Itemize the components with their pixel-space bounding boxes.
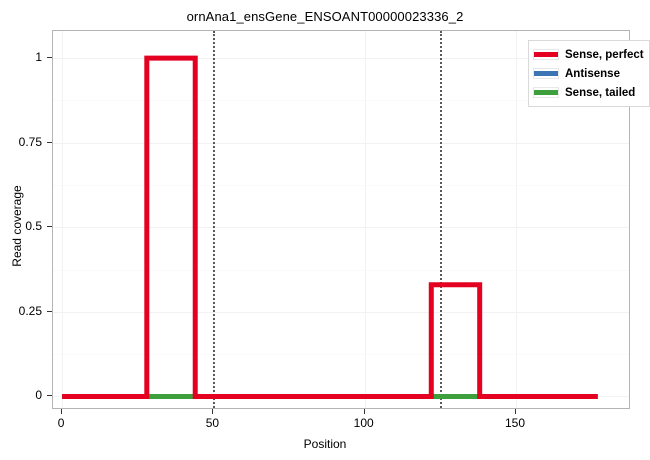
y-tick-mark: [47, 226, 52, 228]
legend-label: Antisense: [565, 67, 620, 80]
legend-item: Antisense: [533, 64, 644, 83]
y-tick-mark: [47, 310, 52, 312]
y-tick-label: 0.25: [18, 303, 42, 318]
gridline-vertical: [364, 31, 366, 408]
gridline-horizontal: [53, 142, 629, 144]
series-line: [62, 55, 598, 399]
x-tick-label: 50: [205, 416, 220, 430]
y-axis-title: Read coverage: [10, 185, 24, 267]
gridline-horizontal-minor: [53, 100, 629, 102]
gridline-horizontal-minor: [53, 269, 629, 271]
series-paths: [62, 55, 598, 399]
legend-color-swatch: [533, 87, 559, 98]
gridline-vertical: [62, 31, 64, 408]
legend-color-swatch: [533, 49, 559, 60]
x-tick-mark: [61, 409, 63, 414]
legend-item: Sense, tailed: [533, 83, 644, 102]
y-tick-label: 1: [35, 50, 42, 65]
y-tick-label: 0: [35, 388, 42, 403]
x-axis-title: Position: [303, 437, 347, 451]
x-tick-label: 150: [504, 416, 526, 430]
y-tick-label: 0.5: [25, 219, 42, 234]
gridline-horizontal-minor: [53, 184, 629, 186]
chart-title: ornAna1_ensGene_ENSOANT00000023336_2: [186, 9, 464, 24]
gridline-horizontal-minor: [53, 354, 629, 356]
y-tick-mark: [47, 57, 52, 59]
annotation-vline: [213, 31, 216, 408]
gridline-horizontal: [53, 311, 629, 313]
x-tick-label: 100: [353, 416, 374, 430]
annotation-vline: [440, 31, 443, 408]
gridline-horizontal: [53, 227, 629, 229]
x-tick-mark: [363, 409, 365, 414]
legend: Sense, perfect Antisense Sense, tailed: [528, 40, 650, 107]
gridline-vertical: [516, 31, 517, 408]
y-tick-mark: [47, 395, 52, 397]
y-tick-label: 0.75: [18, 134, 42, 149]
x-tick-mark: [515, 409, 516, 414]
x-tick-mark: [212, 409, 214, 414]
y-tick-mark: [47, 141, 52, 143]
gridline-horizontal: [53, 58, 629, 60]
legend-label: Sense, perfect: [565, 48, 644, 61]
legend-color-swatch: [533, 68, 559, 79]
series-layer: [53, 31, 629, 408]
x-tick-label: 0: [57, 416, 65, 430]
legend-label: Sense, tailed: [565, 86, 636, 99]
legend-item: Sense, perfect: [533, 45, 644, 64]
